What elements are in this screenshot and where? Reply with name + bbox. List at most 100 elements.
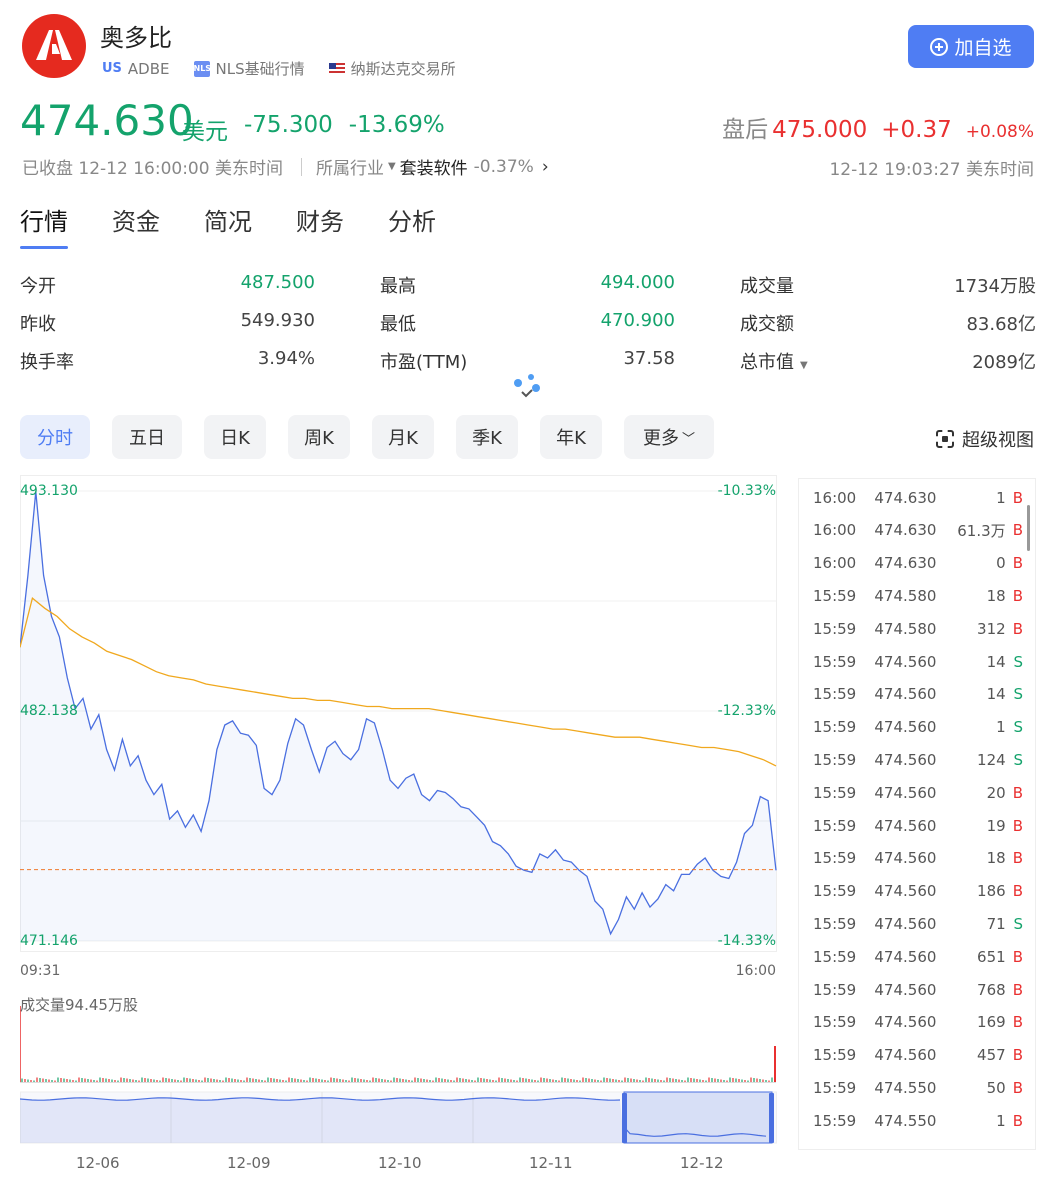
trade-volume: 1 — [996, 488, 1006, 507]
add-watchlist-button[interactable]: 加自选 — [908, 25, 1034, 68]
trade-time: 15:59 — [813, 1046, 857, 1065]
date-label: 12-10 — [378, 1154, 422, 1172]
trade-row: 15:59 474.560 768 B — [799, 973, 1023, 1006]
period-week[interactable]: 周K — [288, 415, 350, 459]
stat-label[interactable]: 总市值 ▼ — [740, 352, 808, 373]
trade-price: 474.560 — [874, 947, 937, 966]
trade-price: 474.550 — [874, 1078, 937, 1097]
stat-value: 3.94% — [257, 348, 315, 369]
trade-time: 15:59 — [813, 1078, 857, 1097]
fullscreen-icon — [936, 430, 954, 448]
intraday-chart[interactable] — [20, 475, 780, 1155]
period-intraday[interactable]: 分时 — [20, 415, 90, 459]
trade-volume: 768 — [977, 980, 1006, 999]
stat-value: 494.000 — [600, 272, 675, 293]
industry-label: 所属行业 — [315, 159, 384, 179]
trade-price: 474.560 — [874, 652, 937, 671]
trade-time: 15:59 — [813, 718, 857, 737]
trade-side: B — [1012, 1046, 1023, 1065]
stat-value: 83.68亿 — [966, 314, 1036, 335]
chevron-right-icon[interactable]: › — [541, 156, 549, 177]
trade-row: 15:59 474.560 169 B — [799, 1006, 1023, 1039]
trade-row: 15:59 474.550 1 B — [799, 1104, 1023, 1137]
trade-row: 15:59 474.550 50 B — [799, 1071, 1023, 1104]
date-label: 12-11 — [529, 1154, 573, 1172]
trade-volume: 1 — [996, 1111, 1006, 1130]
trade-row-partial — [799, 1137, 1023, 1149]
stat-value: 470.900 — [600, 310, 675, 331]
trade-side: B — [1012, 783, 1023, 802]
tab-quote[interactable]: 行情 — [20, 202, 68, 249]
trade-side: B — [1012, 554, 1023, 573]
trade-time: 15:59 — [813, 783, 857, 802]
stat-value: 1734万股 — [954, 276, 1036, 297]
trade-price: 474.560 — [874, 750, 937, 769]
trade-volume: 61.3万 — [957, 521, 1006, 540]
market-badge: US — [102, 61, 122, 76]
period-month[interactable]: 月K — [372, 415, 434, 459]
period-more[interactable]: 更多 ﹀ — [624, 415, 714, 459]
date-label: 12-06 — [76, 1154, 120, 1172]
period-year[interactable]: 年K — [540, 415, 602, 459]
trade-row: 15:59 474.560 457 B — [799, 1039, 1023, 1072]
trade-volume: 124 — [977, 750, 1006, 769]
adobe-logo-icon — [22, 14, 86, 78]
trade-time: 15:59 — [813, 586, 857, 605]
plus-circle-icon — [930, 37, 949, 56]
trade-volume: 18 — [986, 586, 1006, 605]
x-axis-start: 09:31 — [20, 963, 61, 979]
trade-side: S — [1013, 750, 1023, 769]
trade-price: 474.560 — [874, 882, 937, 901]
trade-side: S — [1013, 652, 1023, 671]
after-hours-quote: 盘后 475.000 +0.37 +0.08% — [722, 110, 1034, 144]
date-label: 12-12 — [680, 1154, 724, 1172]
trade-side: B — [1012, 947, 1023, 966]
trade-volume: 14 — [986, 652, 1006, 671]
trade-volume: 312 — [977, 619, 1006, 638]
trade-side: B — [1012, 521, 1023, 540]
date-label: 12-09 — [227, 1154, 271, 1172]
stat-label: 成交额 — [740, 314, 794, 335]
tab-profile[interactable]: 简况 — [204, 208, 252, 236]
stat-label: 最高 — [380, 276, 416, 297]
market-status: 已收盘 12-12 16:00:00 美东时间 — [22, 159, 283, 179]
currency: 美元 — [182, 119, 228, 145]
trade-price: 474.630 — [874, 488, 937, 507]
us-flag-icon — [328, 62, 345, 75]
trade-time: 15:59 — [813, 685, 857, 704]
trade-row: 15:59 474.560 124 S — [799, 743, 1023, 776]
scrollbar[interactable] — [1027, 505, 1030, 551]
trade-row: 15:59 474.560 19 B — [799, 809, 1023, 842]
trade-side: B — [1012, 586, 1023, 605]
trade-volume: 71 — [986, 914, 1006, 933]
trade-ticker-list[interactable]: 16:00 474.630 1 B 16:00 474.630 61.3万 B 16:00 474… — [798, 478, 1036, 1150]
trade-price: 474.560 — [874, 980, 937, 999]
price-change: -75.300 — [244, 112, 333, 138]
stat-value: 37.58 — [623, 348, 675, 369]
period-quarter[interactable]: 季K — [456, 415, 518, 459]
loading-icon — [512, 372, 544, 400]
tab-financials[interactable]: 财务 — [296, 208, 344, 236]
status-row: 已收盘 12-12 16:00:00 美东时间 所属行业 ▼ 套装软件 -0.3… — [22, 154, 549, 180]
trade-row: 16:00 474.630 0 B — [799, 547, 1023, 580]
stat-label: 换手率 — [20, 352, 74, 373]
tab-analysis[interactable]: 分析 — [388, 208, 436, 236]
trade-row: 16:00 474.630 61.3万 B — [799, 514, 1023, 547]
trade-price: 474.560 — [874, 1013, 937, 1032]
trade-row: 16:00 474.630 1 B — [799, 481, 1023, 514]
stat-label: 市盈(TTM) — [380, 352, 468, 373]
trade-side: B — [1012, 816, 1023, 835]
tab-capital[interactable]: 资金 — [112, 208, 160, 236]
main-tabs: 行情 资金 简况 财务 分析 — [20, 202, 436, 249]
industry-link[interactable]: 套装软件 — [399, 159, 468, 179]
caret-down-icon: ▼ — [800, 360, 808, 371]
navigator-handle-left — [622, 1093, 627, 1143]
trade-price: 474.560 — [874, 1046, 937, 1065]
trade-price: 474.550 — [874, 1111, 937, 1130]
period-5day[interactable]: 五日 — [112, 415, 182, 459]
nls-icon: NLS — [193, 60, 211, 77]
trade-price: 474.560 — [874, 849, 937, 868]
super-view-button[interactable]: 超级视图 — [936, 426, 1034, 452]
trade-time: 15:59 — [813, 947, 857, 966]
period-day[interactable]: 日K — [204, 415, 266, 459]
